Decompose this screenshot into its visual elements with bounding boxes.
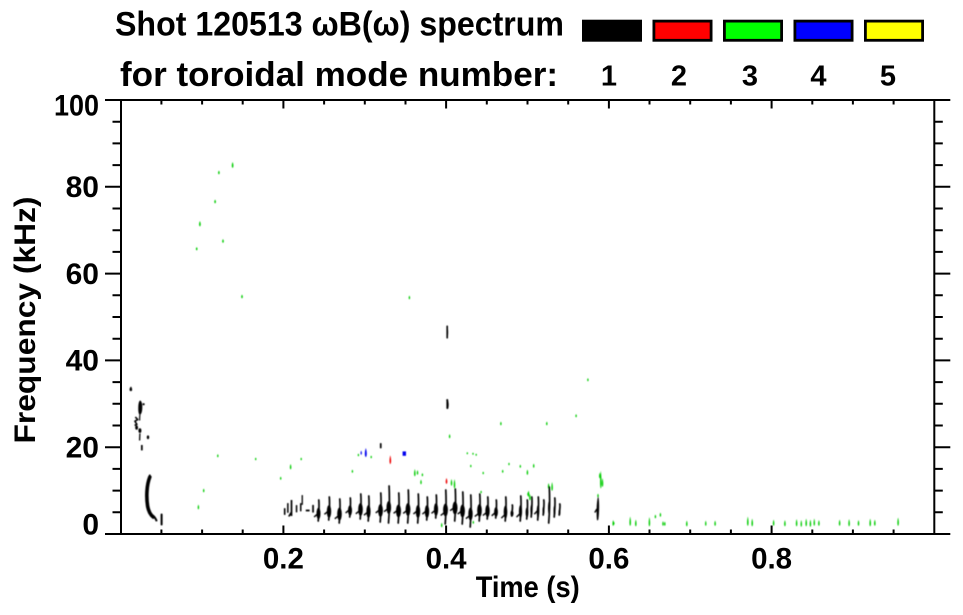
svg-text:3: 3 — [742, 60, 758, 92]
svg-text:2: 2 — [671, 60, 687, 92]
svg-text:Frequency (kHz): Frequency (kHz) — [9, 197, 42, 444]
svg-text:0: 0 — [82, 509, 99, 542]
svg-text:0.2: 0.2 — [263, 543, 304, 576]
svg-text:0.6: 0.6 — [588, 543, 629, 576]
svg-text:60: 60 — [66, 258, 99, 291]
svg-text:for toroidal mode number:: for toroidal mode number: — [120, 56, 558, 94]
svg-text:Time (s): Time (s) — [476, 571, 580, 604]
svg-text:0.4: 0.4 — [426, 543, 467, 576]
svg-text:100: 100 — [54, 90, 99, 123]
svg-text:20: 20 — [66, 432, 99, 465]
svg-text:40: 40 — [66, 345, 99, 378]
svg-text:4: 4 — [810, 60, 826, 92]
svg-text:1: 1 — [601, 60, 617, 92]
svg-text:Shot 120513 ωB(ω) spectrum: Shot 120513 ωB(ω) spectrum — [115, 5, 564, 43]
svg-text:0.8: 0.8 — [751, 543, 792, 576]
svg-text:80: 80 — [66, 171, 99, 204]
svg-text:5: 5 — [880, 60, 896, 92]
